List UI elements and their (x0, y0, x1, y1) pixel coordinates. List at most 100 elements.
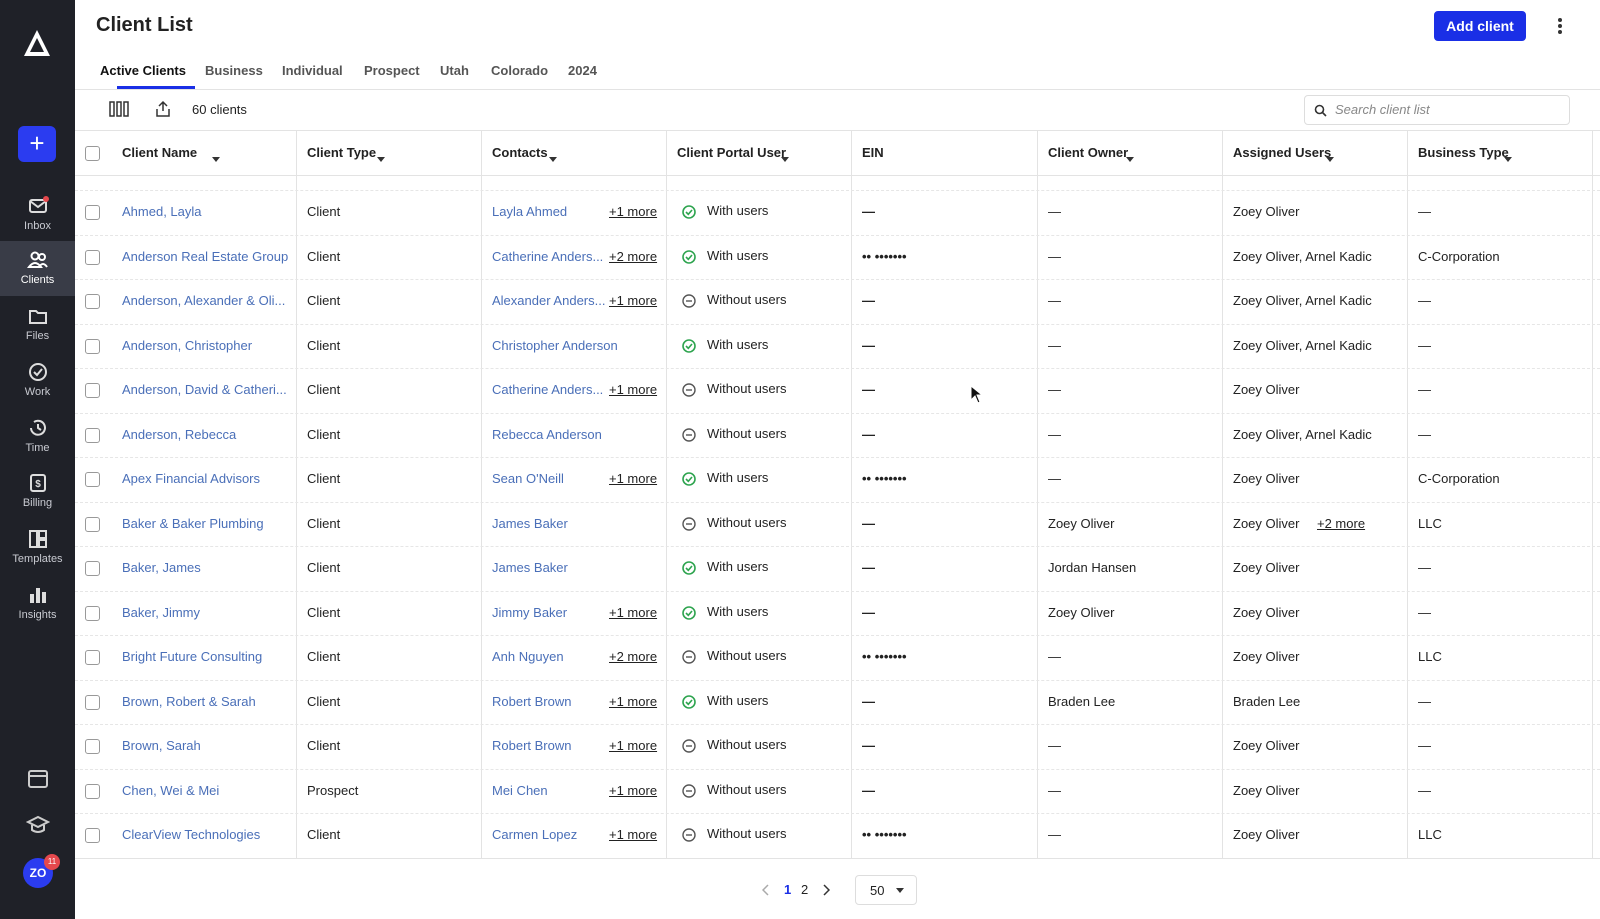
contact[interactable]: Robert Brown (492, 693, 572, 709)
tab[interactable]: Prospect (364, 63, 420, 78)
client-name[interactable]: ClearView Technologies (122, 827, 261, 843)
more-menu[interactable] (1556, 16, 1564, 36)
contact[interactable]: James Baker (492, 515, 568, 531)
nav-item[interactable]: Files (0, 297, 75, 352)
more-assigned[interactable]: +2 more (1317, 515, 1366, 531)
next-page[interactable] (822, 884, 830, 896)
contact[interactable]: Catherine Anders... (492, 248, 604, 264)
checkbox[interactable] (85, 205, 100, 221)
contact[interactable]: Anh Nguyen (492, 649, 564, 665)
more-contacts[interactable]: +1 more (609, 293, 658, 309)
contact[interactable]: Carmen Lopez (492, 827, 578, 843)
client-name[interactable]: Brown, Sarah (122, 738, 201, 754)
checkbox[interactable] (85, 783, 100, 799)
checkbox[interactable] (85, 294, 100, 310)
checkbox[interactable] (85, 739, 100, 755)
per-page-select[interactable]: 50 (855, 875, 917, 905)
client-name[interactable]: Anderson, Alexander & Oli... (122, 293, 286, 309)
more-contacts[interactable]: +1 more (609, 382, 658, 398)
export-icon[interactable] (154, 100, 172, 118)
checkbox[interactable] (85, 694, 100, 710)
more-contacts[interactable]: +1 more (609, 471, 658, 487)
more-contacts[interactable]: +2 more (609, 649, 658, 665)
contact[interactable]: Layla Ahmed (492, 204, 568, 220)
contact[interactable]: Jimmy Baker (492, 604, 568, 620)
column-header[interactable]: Assigned Users (1233, 145, 1332, 160)
more-contacts[interactable]: +1 more (609, 604, 658, 620)
column-header[interactable]: Client Portal User (677, 145, 787, 160)
ein: — (862, 782, 875, 798)
nav-item[interactable]: Templates (0, 520, 75, 575)
contact[interactable]: Sean O'Neill (492, 471, 564, 487)
calendar-icon[interactable] (27, 767, 49, 789)
page-number[interactable]: 1 (784, 882, 792, 897)
checkbox[interactable] (85, 383, 100, 399)
nav-item[interactable]: Clients (0, 241, 75, 296)
more-contacts[interactable]: +1 more (609, 693, 658, 709)
client-name[interactable]: Apex Financial Advisors (122, 471, 261, 487)
column-header[interactable]: EIN (862, 145, 884, 160)
checkbox[interactable] (85, 427, 100, 443)
checkbox[interactable] (85, 828, 100, 844)
portal-icon (682, 249, 696, 267)
academy-icon[interactable] (26, 815, 50, 835)
more-contacts[interactable]: +2 more (609, 248, 658, 264)
nav-item[interactable]: $ Billing (0, 464, 75, 519)
contact[interactable]: Robert Brown (492, 738, 572, 754)
client-name[interactable]: Bright Future Consulting (122, 649, 263, 665)
nav-item[interactable]: Inbox (0, 187, 75, 242)
client-name[interactable]: Baker & Baker Plumbing (122, 515, 264, 531)
checkbox[interactable] (85, 338, 100, 354)
client-name[interactable]: Ahmed, Layla (122, 204, 202, 220)
client-name[interactable]: Baker, James (122, 560, 201, 576)
checkbox[interactable] (85, 650, 100, 666)
more-contacts[interactable]: +1 more (609, 738, 658, 754)
nav-item[interactable]: Work (0, 353, 75, 408)
portal-status: Without users (707, 514, 787, 530)
portal-status: With users (707, 692, 769, 708)
contact[interactable]: Mei Chen (492, 782, 548, 798)
client-name[interactable]: Brown, Robert & Sarah (122, 693, 256, 709)
add-client-button[interactable]: Add client (1434, 11, 1526, 41)
contact[interactable]: Christopher Anderson (492, 337, 618, 353)
new-button[interactable]: + (18, 126, 56, 162)
client-type: Client (307, 293, 341, 309)
tab[interactable]: Individual (282, 63, 343, 78)
client-name[interactable]: Anderson, David & Catheri... (122, 382, 287, 398)
page-number[interactable]: 2 (801, 882, 809, 897)
client-name[interactable]: Anderson, Christopher (122, 337, 253, 353)
column-border (1407, 131, 1408, 858)
client-name[interactable]: Anderson Real Estate Group (122, 248, 289, 264)
client-name[interactable]: Baker, Jimmy (122, 604, 201, 620)
column-header[interactable]: Client Name (122, 145, 198, 160)
more-contacts[interactable]: +1 more (609, 204, 658, 220)
search-box[interactable]: Search client list (1304, 95, 1570, 125)
contact[interactable]: James Baker (492, 560, 568, 576)
checkbox[interactable] (85, 605, 100, 621)
contact[interactable]: Catherine Anders... (492, 382, 604, 398)
column-header[interactable]: Client Owner (1048, 145, 1129, 160)
more-contacts[interactable]: +1 more (609, 782, 658, 798)
checkbox[interactable] (85, 561, 100, 577)
nav-item[interactable]: Insights (0, 576, 75, 631)
checkbox[interactable] (85, 516, 100, 532)
tab[interactable]: Colorado (491, 63, 549, 78)
tab[interactable]: 2024 (568, 63, 597, 78)
checkbox[interactable] (85, 146, 100, 161)
checkbox[interactable] (85, 249, 100, 265)
column-header[interactable]: Client Type (307, 145, 377, 160)
tab[interactable]: Active Clients (100, 63, 186, 78)
client-name[interactable]: Chen, Wei & Mei (122, 782, 220, 798)
column-header[interactable]: Contacts (492, 145, 548, 160)
client-name[interactable]: Anderson, Rebecca (122, 426, 237, 442)
contact[interactable]: Rebecca Anderson (492, 426, 602, 442)
contact[interactable]: Alexander Anders... (492, 293, 606, 309)
tab[interactable]: Utah (440, 63, 469, 78)
tab[interactable]: Business (205, 63, 263, 78)
nav-item[interactable]: Time (0, 409, 75, 464)
prev-page[interactable] (762, 884, 770, 896)
column-header[interactable]: Business Type (1418, 145, 1509, 160)
columns-icon[interactable] (109, 101, 129, 117)
checkbox[interactable] (85, 472, 100, 488)
more-contacts[interactable]: +1 more (609, 827, 658, 843)
